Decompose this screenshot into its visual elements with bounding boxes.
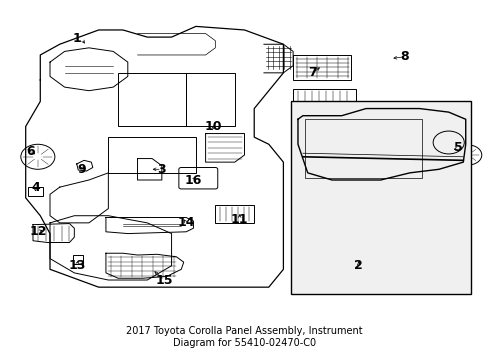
Text: 10: 10 — [203, 120, 221, 133]
Text: 1: 1 — [72, 32, 81, 45]
Text: 9: 9 — [77, 163, 86, 176]
Text: 12: 12 — [29, 225, 46, 238]
Text: 2017 Toyota Corolla Panel Assembly, Instrument
Diagram for 55410-02470-C0: 2017 Toyota Corolla Panel Assembly, Inst… — [126, 326, 362, 348]
Text: 14: 14 — [177, 216, 195, 229]
Text: 16: 16 — [184, 174, 202, 186]
Text: 5: 5 — [453, 141, 462, 154]
Text: 2: 2 — [354, 259, 363, 272]
Text: 6: 6 — [26, 145, 35, 158]
Bar — [28, 187, 42, 196]
Bar — [215, 205, 254, 223]
Bar — [73, 255, 83, 264]
Bar — [186, 73, 234, 126]
Text: 3: 3 — [157, 163, 166, 176]
Bar — [292, 89, 356, 109]
Bar — [108, 137, 196, 173]
Bar — [305, 119, 421, 178]
Text: 15: 15 — [155, 274, 173, 287]
Bar — [292, 55, 351, 80]
Bar — [118, 73, 186, 126]
Text: 7: 7 — [307, 66, 316, 79]
Text: 8: 8 — [400, 50, 408, 63]
Text: 13: 13 — [68, 259, 85, 272]
Text: 4: 4 — [31, 181, 40, 194]
Bar — [290, 102, 469, 294]
Text: 11: 11 — [230, 213, 248, 226]
